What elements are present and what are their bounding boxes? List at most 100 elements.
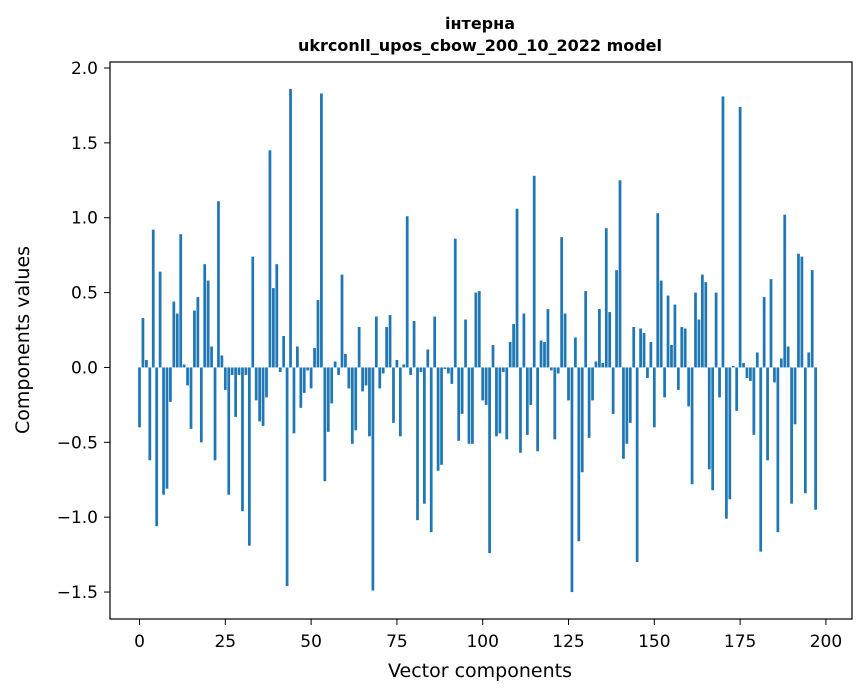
bar-76 [398,367,402,437]
bar-145 [635,367,639,563]
bar-192 [797,253,800,368]
bar-96 [467,367,471,444]
bar-53 [320,93,323,368]
bar-141 [622,367,625,459]
bar-142 [625,367,629,444]
y-tick-label: 1.5 [71,134,98,154]
bar-111 [519,367,522,453]
bar-132 [591,367,594,401]
bar-59 [340,274,344,368]
bar-56 [330,367,334,404]
bar-185 [773,367,776,383]
bar-10 [172,301,176,368]
bar-18 [199,367,203,443]
bar-72 [385,327,388,368]
x-tick-label: 100 [466,632,498,652]
bar-37 [265,367,268,398]
bar-187 [779,358,783,368]
x-tick-label: 200 [810,632,842,652]
bar-158 [680,327,684,368]
bar-180 [755,352,759,368]
bar-100 [481,367,485,401]
x-axis: 0 25 50 75 100 125 150 175 200 [134,619,842,652]
bar-161 [690,367,694,485]
bar-69 [374,316,378,368]
bar-103 [491,344,495,368]
bar-79 [409,367,413,375]
bar-125 [567,367,570,401]
bar-98 [474,292,478,368]
x-tick-label: 75 [386,632,408,652]
bar-144 [632,327,636,368]
bar-74 [392,367,395,423]
bar-90 [447,367,450,374]
x-tick-label: 125 [552,632,584,652]
bar-73 [388,315,392,368]
bar-127 [574,337,577,368]
bar-51 [313,347,316,368]
bar-6 [158,271,162,368]
bar-50 [309,367,313,389]
bar-89 [443,367,447,369]
bar-13 [182,364,186,368]
y-tick-label: 2.0 [71,59,98,79]
bar-41 [278,367,282,372]
bar-11 [175,313,179,368]
bar-162 [694,292,697,368]
bar-21 [210,346,213,368]
bar-153 [663,367,666,398]
bar-38 [268,150,272,368]
bar-193 [800,256,804,368]
bar-130 [584,291,588,368]
bar-176 [742,362,745,368]
bar-189 [786,346,790,368]
y-axis: −1.5 −1.0 −0.5 0.0 0.5 1.0 1.5 2.0 [57,59,110,603]
bar-82 [419,367,423,372]
bar-0 [138,367,141,428]
y-tick-label: −1.0 [57,508,98,528]
bar-64 [357,327,361,368]
bar-136 [604,228,608,368]
bar-45 [292,367,296,434]
bar-194 [803,367,807,494]
x-tick-label: 0 [134,632,145,652]
x-tick-label: 175 [724,632,756,652]
bar-122 [556,367,560,374]
bar-5 [155,367,159,527]
bar-184 [769,279,773,368]
bar-91 [450,367,454,384]
bar-87 [436,367,440,471]
bar-49 [306,367,310,371]
bar-19 [203,264,207,368]
bar-106 [501,367,505,372]
bar-164 [700,274,704,368]
bar-60 [344,353,347,368]
bar-97 [471,367,474,444]
bar-172 [728,367,732,500]
bar-169 [718,367,721,398]
bar-140 [618,180,622,368]
x-tick-label: 50 [300,632,322,652]
bar-191 [793,367,797,425]
bar-128 [577,367,581,542]
bar-147 [642,333,646,368]
bar-170 [721,96,725,368]
bar-20 [206,280,210,368]
bar-67 [368,367,371,437]
bar-188 [783,214,787,368]
bar-131 [587,367,591,438]
bar-182 [762,297,766,368]
bar-120 [549,367,553,371]
bar-34 [254,367,258,401]
bar-174 [735,367,739,411]
plot-area-frame [109,61,853,620]
bar-32 [247,367,251,546]
bar-92 [453,238,457,368]
bar-16 [193,310,196,368]
bar-175 [738,106,742,368]
bar-33 [251,256,255,368]
x-tick-label: 25 [214,632,236,652]
bar-138 [611,367,615,414]
bar-190 [790,367,793,504]
bar-39 [271,288,275,368]
